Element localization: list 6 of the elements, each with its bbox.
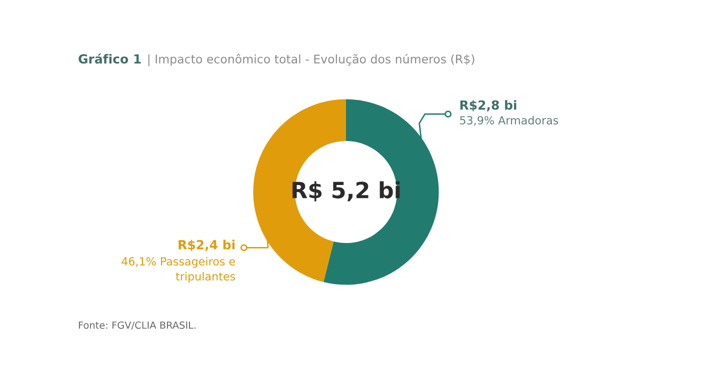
source-note: Fonte: FGV/CLIA BRASIL. xyxy=(78,321,196,330)
chart-title: Gráfico 1 | Impacto econômico total - Evolução dos números (R$) xyxy=(78,53,474,66)
data-label: R$2,8 bi xyxy=(460,100,516,112)
data-label: R$2,4 bi xyxy=(178,240,235,252)
slice-label: 46,1% Passageiros e tripulantes xyxy=(122,256,236,283)
legend-label: 53,9% Armadoras xyxy=(460,116,558,126)
